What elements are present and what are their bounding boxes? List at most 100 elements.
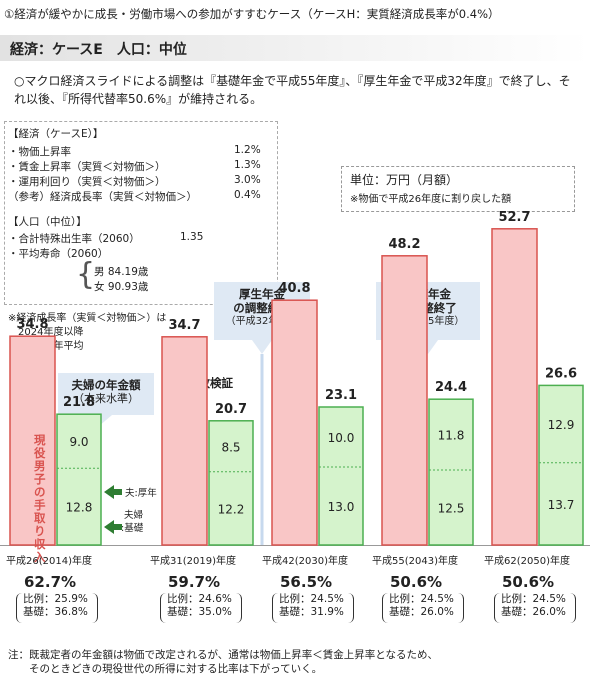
proportional-rate-row: 比例：24.5% <box>389 593 454 605</box>
category-label: 平成42(2030)年度 <box>262 556 348 567</box>
proportional-rate: 24.5% <box>532 593 566 605</box>
econ-item-value: 0.4% <box>234 189 261 201</box>
pension-bar <box>538 384 584 546</box>
callout-line: （平成32年度） <box>225 316 299 327</box>
kiso-value-label: 12.5 <box>438 502 465 516</box>
pension-bar <box>318 406 364 546</box>
income-value-label: 40.8 <box>278 281 310 296</box>
rate-breakdown-box: 比例：24.6% 基礎：35.0% <box>160 593 242 623</box>
kiso-value-label: 12.2 <box>218 502 245 516</box>
kosei-value-label: 9.0 <box>69 435 88 449</box>
rate-breakdown-box: 比例：24.5% 基礎：31.9% <box>272 593 354 623</box>
rate-breakdown-box: 比例：24.5% 基礎：26.0% <box>494 593 576 623</box>
income-bar <box>271 299 318 546</box>
econ-item-label: ・物価上昇率 <box>8 146 71 158</box>
pension-total-label: 26.6 <box>545 366 577 381</box>
basic-rate-label: 基礎 <box>279 606 300 618</box>
pension-total-label: 20.7 <box>215 402 247 417</box>
income-value-label: 48.2 <box>388 237 420 252</box>
proportional-rate: 24.6% <box>198 593 232 605</box>
pension-bar <box>428 398 474 546</box>
callout-line: （本来水準） <box>73 392 139 405</box>
income-value-label: 34.8 <box>16 317 48 332</box>
proportional-rate: 25.9% <box>54 593 88 605</box>
income-value-label: 34.7 <box>168 318 200 333</box>
econ-item-value: 1.2% <box>234 144 261 156</box>
econ-item-value: 1.3% <box>234 159 261 171</box>
basic-rate-label: 基礎 <box>389 606 410 618</box>
case-title: 経済：ケースE 人口：中位 <box>10 42 187 58</box>
unit-box <box>341 166 575 212</box>
econ-heading: 【経済（ケースE）】 <box>8 128 104 140</box>
proportional-rate-label: 比例 <box>23 593 44 605</box>
income-bar <box>9 335 56 546</box>
pension-bar <box>208 420 254 546</box>
replacement-rate: 50.6% <box>390 573 443 591</box>
proportional-rate-row: 比例：24.5% <box>501 593 566 605</box>
rate-breakdown-box: 比例：24.5% 基礎：26.0% <box>382 593 464 623</box>
pop-heading: 【人口（中位）】 <box>8 216 87 228</box>
basic-rate-label: 基礎 <box>501 606 522 618</box>
legend-arrow-icon <box>104 520 122 534</box>
kosei-legend-label: 夫:厚年 <box>125 487 157 499</box>
note-line: 注：既裁定者の年金額は物価で改定されるが、通常は物価上昇率＜賃金上昇率となるため… <box>8 649 438 661</box>
econ-item-value: 3.0% <box>234 174 261 186</box>
callout-line: （平成55年度） <box>391 316 465 327</box>
kosei-value-label: 11.8 <box>438 429 465 443</box>
proportional-rate-label: 比例 <box>167 593 188 605</box>
rate-breakdown-box: 比例：25.9% 基礎：36.8% <box>16 593 98 623</box>
unit-note: ※物価で平成26年度に割り戻した額 <box>350 194 512 205</box>
basic-rate-label: 基礎 <box>23 606 44 618</box>
replacement-rate: 59.7% <box>168 573 221 591</box>
footnote-line: 2024年度以降 <box>8 327 84 338</box>
basic-rate-row: 基礎：26.0% <box>501 606 566 618</box>
proportional-rate: 24.5% <box>310 593 344 605</box>
basic-rate-row: 基礎：26.0% <box>389 606 454 618</box>
basic-rate-row: 基礎：36.8% <box>23 606 88 618</box>
page-header: ①経済が緩やかに成長・労働市場への参加がすすむケース（ケースH：実質経済成長率が… <box>4 7 500 21</box>
callout-line: 厚生年金 <box>239 287 285 301</box>
assumptions-box <box>4 121 278 305</box>
kosei-value-label: 8.5 <box>221 440 240 454</box>
legend-arrow-icon <box>104 485 122 499</box>
pension-total-label: 24.4 <box>435 380 467 395</box>
income-bar <box>491 228 538 546</box>
proportional-rate-label: 比例 <box>279 593 300 605</box>
life-male: 男 84.19歳 <box>94 266 149 278</box>
life-female: 女 90.93歳 <box>94 281 149 293</box>
brace-icon: { <box>76 257 96 292</box>
basic-rate-row: 基礎：31.9% <box>279 606 344 618</box>
unit-label: 単位：万円（月額） <box>350 173 459 187</box>
kosei-value-label: 10.0 <box>328 431 355 445</box>
basic-rate: 26.0% <box>532 606 566 618</box>
basic-rate: 31.9% <box>310 606 344 618</box>
intro-text: ○マクロ経済スライドによる調整は『基礎年金で平成55年度』、『厚生年金で平成32… <box>14 74 571 106</box>
footnote-line: ※経済成長率（実質＜対物価＞）は <box>8 313 167 324</box>
replacement-rate: 50.6% <box>502 573 555 591</box>
proportional-rate-row: 比例：24.6% <box>167 593 232 605</box>
kiso-value-label: 12.8 <box>66 501 93 515</box>
income-bar <box>381 255 428 546</box>
category-label: 平成62(2050)年度 <box>484 556 570 567</box>
category-label: 平成55(2043)年度 <box>372 556 458 567</box>
note-line: そのときどきの現役世代の所得に対する比率は下がっていく。 <box>8 663 323 675</box>
basic-rate-label: 基礎 <box>167 606 188 618</box>
income-legend-label: 現役男子の手取り収入 <box>34 433 46 564</box>
proportional-rate: 24.5% <box>420 593 454 605</box>
pension-bar <box>56 413 102 546</box>
kosei-callout-pointer <box>252 340 272 354</box>
case-title-bar <box>0 35 590 61</box>
category-label: 平成31(2019)年度 <box>150 556 236 567</box>
econ-item-label: ・賃金上昇率（実質＜対物価＞） <box>8 161 166 173</box>
fertility-value: 1.35 <box>180 231 204 243</box>
basic-rate: 35.0% <box>198 606 232 618</box>
replacement-rate: 62.7% <box>24 573 77 591</box>
pension-total-label: 21.8 <box>63 395 95 410</box>
pension-total-label: 23.1 <box>325 388 357 403</box>
basic-rate-row: 基礎：35.0% <box>167 606 232 618</box>
basic-rate: 26.0% <box>420 606 454 618</box>
econ-item-label: ・運用利回り（実質＜対物価＞） <box>8 176 166 188</box>
couple-pension-callout: 夫婦の年金額 （本来水準） <box>58 373 154 415</box>
callout-line: 夫婦の年金額 <box>71 378 141 392</box>
